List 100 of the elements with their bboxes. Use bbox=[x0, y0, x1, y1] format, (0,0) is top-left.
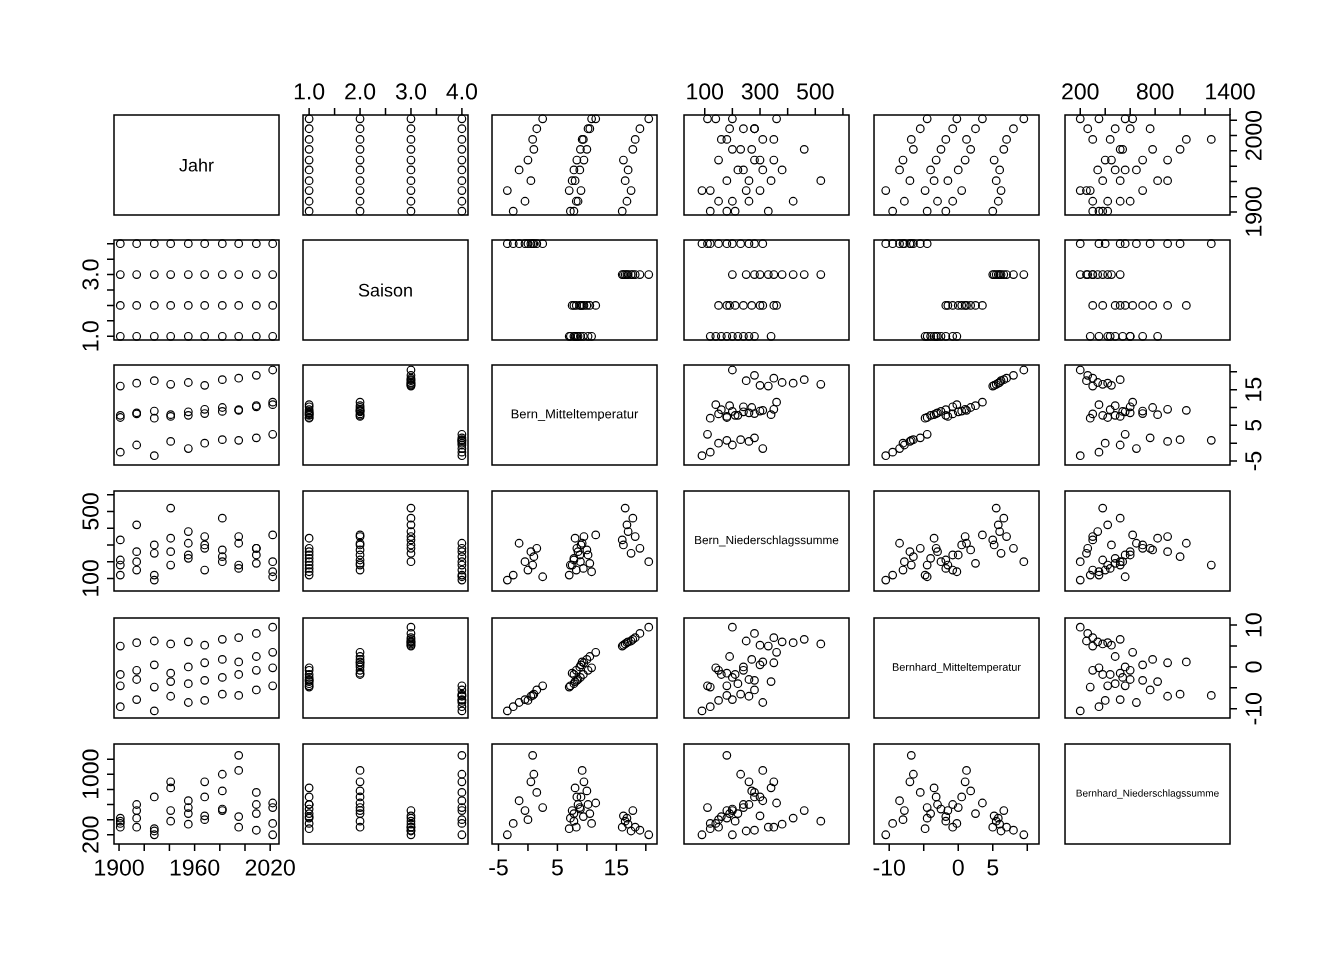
point bbox=[149, 660, 159, 670]
point bbox=[115, 239, 125, 249]
point bbox=[617, 206, 627, 216]
point bbox=[772, 397, 781, 407]
point bbox=[583, 331, 593, 341]
point bbox=[703, 803, 712, 812]
point bbox=[926, 553, 936, 563]
point bbox=[149, 706, 159, 716]
point bbox=[1125, 675, 1135, 684]
point bbox=[1103, 520, 1113, 530]
point bbox=[529, 769, 539, 779]
point bbox=[1181, 538, 1191, 548]
point bbox=[705, 186, 715, 195]
point bbox=[1009, 370, 1018, 380]
point bbox=[747, 655, 757, 664]
point bbox=[999, 806, 1009, 815]
point bbox=[1085, 331, 1095, 341]
point bbox=[457, 830, 467, 840]
point bbox=[1075, 270, 1085, 279]
point bbox=[508, 570, 518, 580]
point bbox=[697, 706, 707, 716]
point bbox=[1082, 186, 1091, 195]
point bbox=[149, 270, 159, 279]
point bbox=[582, 655, 592, 664]
point bbox=[727, 365, 737, 375]
point bbox=[457, 750, 467, 760]
point bbox=[1088, 206, 1098, 216]
point bbox=[733, 809, 743, 818]
point bbox=[766, 783, 776, 793]
point bbox=[579, 532, 589, 541]
point bbox=[1009, 270, 1018, 279]
point bbox=[1206, 435, 1216, 445]
point bbox=[234, 435, 244, 445]
point bbox=[529, 144, 539, 154]
point bbox=[520, 196, 530, 206]
x-tick-label: 0 bbox=[952, 859, 964, 876]
point bbox=[200, 792, 210, 802]
point bbox=[406, 548, 416, 558]
point bbox=[457, 565, 467, 575]
point bbox=[888, 570, 898, 580]
point bbox=[132, 675, 142, 684]
point bbox=[722, 681, 732, 691]
point bbox=[572, 792, 582, 802]
point bbox=[200, 675, 210, 685]
point bbox=[1103, 196, 1113, 206]
point bbox=[1120, 662, 1130, 672]
point bbox=[714, 409, 723, 419]
point bbox=[457, 788, 467, 797]
point bbox=[703, 114, 712, 124]
point bbox=[750, 629, 759, 638]
point bbox=[457, 777, 467, 787]
point bbox=[565, 813, 575, 823]
point bbox=[1110, 331, 1120, 341]
point bbox=[1107, 380, 1116, 390]
point bbox=[747, 144, 757, 154]
point bbox=[714, 696, 723, 705]
point bbox=[915, 788, 925, 797]
point bbox=[578, 812, 588, 822]
point bbox=[966, 545, 976, 555]
point bbox=[268, 331, 278, 341]
point bbox=[948, 800, 958, 809]
y-tick-label: 5 bbox=[1245, 419, 1262, 431]
point bbox=[355, 144, 365, 154]
point bbox=[703, 429, 712, 439]
point bbox=[166, 239, 176, 249]
y-tick-label: 3.0 bbox=[82, 259, 99, 290]
point bbox=[304, 196, 314, 206]
point bbox=[926, 165, 936, 175]
point bbox=[622, 520, 632, 530]
point bbox=[1128, 647, 1138, 657]
point bbox=[766, 176, 776, 186]
point bbox=[457, 819, 467, 828]
point bbox=[406, 365, 416, 375]
point bbox=[234, 270, 244, 279]
point bbox=[758, 796, 768, 806]
point bbox=[457, 135, 467, 144]
point bbox=[727, 331, 737, 341]
point bbox=[234, 766, 244, 775]
point bbox=[644, 622, 654, 632]
point bbox=[628, 513, 638, 523]
point bbox=[251, 301, 261, 310]
point bbox=[1088, 196, 1098, 206]
point bbox=[115, 555, 125, 565]
point bbox=[971, 301, 980, 310]
point bbox=[788, 196, 798, 206]
point bbox=[115, 702, 125, 712]
point bbox=[1088, 665, 1098, 675]
point bbox=[355, 165, 365, 175]
point bbox=[895, 239, 904, 249]
point bbox=[149, 570, 159, 580]
point bbox=[722, 813, 732, 823]
point bbox=[268, 622, 278, 632]
point bbox=[816, 270, 826, 279]
y-tick-label: 1000 bbox=[82, 749, 99, 799]
point bbox=[1075, 557, 1085, 567]
point bbox=[1115, 239, 1125, 249]
point bbox=[644, 557, 654, 567]
point bbox=[989, 811, 999, 821]
point bbox=[532, 124, 542, 134]
point bbox=[523, 565, 533, 575]
